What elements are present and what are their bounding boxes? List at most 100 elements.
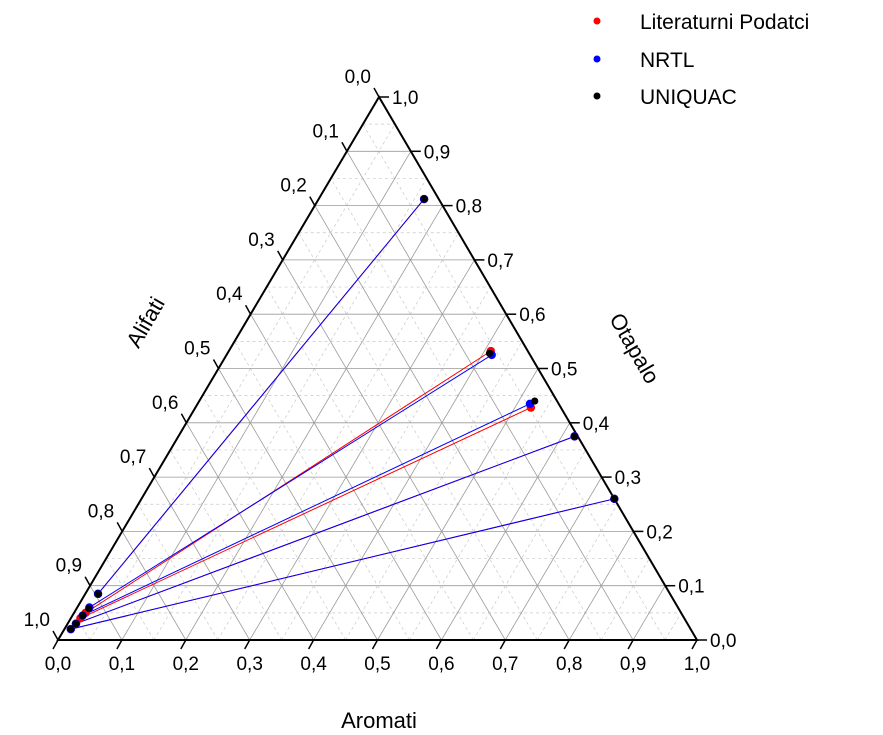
grid-line-minor xyxy=(202,395,346,641)
grid-line-minor xyxy=(153,178,428,641)
right-tick-label: 0,1 xyxy=(678,577,704,598)
left-tick-label: 0,8 xyxy=(88,501,114,522)
left-axis-tick xyxy=(52,630,59,641)
right-tick-label: 0,7 xyxy=(487,251,513,272)
tie-line-nrtl xyxy=(97,198,425,595)
left-axis-tick xyxy=(373,87,380,98)
legend-marker-red xyxy=(593,17,601,25)
grid-line-minor xyxy=(362,123,666,641)
bottom-tick-label: 0,3 xyxy=(236,654,262,675)
right-tick-label: 0,8 xyxy=(456,197,482,218)
bottom-axis-tick xyxy=(691,639,698,650)
tie-lines xyxy=(70,198,615,630)
bottom-axis-title: Aromati xyxy=(341,708,417,733)
grid-line-minor xyxy=(217,232,459,641)
left-tick-label: 0,7 xyxy=(120,447,146,468)
left-axis-tick xyxy=(244,304,252,315)
left-tick-label: 0,6 xyxy=(152,393,178,414)
legend-marker-black xyxy=(593,92,601,100)
grid-line-minor xyxy=(600,558,650,641)
bottom-tick-label: 0,8 xyxy=(556,654,582,675)
grid-line-minor xyxy=(409,395,555,641)
point-uniquac xyxy=(610,495,618,503)
grid-line-major xyxy=(186,422,314,641)
bottom-axis-tick xyxy=(244,639,251,650)
grid-line-major xyxy=(218,368,378,641)
point-uniquac xyxy=(485,349,494,357)
grid-line-major xyxy=(504,476,602,641)
axis-ticks: 0,0 0,0 0,0 0,1 0,1 0,1 0,2 0,2 0,2 0,3 0,3 0,3 0,4 0… xyxy=(24,67,737,675)
bottom-axis-tick xyxy=(307,639,315,650)
right-tick-label: 0,4 xyxy=(583,414,610,435)
left-axis-title: Alifati xyxy=(121,293,170,352)
bottom-tick-label: 0,9 xyxy=(620,654,646,675)
bottom-tick-label: 0,4 xyxy=(300,654,327,675)
legend-item-uniquac: UNIQUAC xyxy=(593,86,737,109)
point-uniquac xyxy=(72,620,80,628)
right-tick-label: 0,9 xyxy=(424,142,450,163)
left-tick-label: 1,0 xyxy=(24,610,50,631)
grid-line-minor xyxy=(473,449,587,641)
left-axis-tick xyxy=(341,141,348,152)
bottom-tick-label: 0,5 xyxy=(364,654,390,675)
tie-line-nrtl xyxy=(89,354,492,608)
left-tick-label: 0,9 xyxy=(56,556,82,577)
left-axis-tick xyxy=(180,413,188,424)
point-uniquac xyxy=(67,625,75,633)
grid-line-major xyxy=(568,531,634,641)
legend-item-nrtl: NRTL xyxy=(593,49,694,72)
legend-marker-blue xyxy=(593,55,601,63)
right-tick-label: 0,3 xyxy=(615,468,641,489)
grid-line-minor xyxy=(234,341,410,641)
left-axis-tick xyxy=(277,250,284,261)
grid-line-minor xyxy=(266,286,474,641)
point-uniquac xyxy=(420,195,428,203)
tie-line-nrtl xyxy=(70,498,615,630)
bottom-tick-label: 0,0 xyxy=(45,654,71,675)
grid-line-minor xyxy=(298,232,538,641)
bottom-axis-tick xyxy=(627,639,634,650)
bottom-tick-label: 0,6 xyxy=(428,654,454,675)
grid-line-minor xyxy=(330,178,602,641)
left-tick-label: 0,1 xyxy=(312,121,338,142)
bottom-axis-tick xyxy=(371,639,379,650)
left-axis-tick xyxy=(148,467,155,478)
left-axis-tick xyxy=(212,359,220,369)
bottom-axis-tick xyxy=(116,639,123,650)
point-uniquac xyxy=(85,604,93,613)
right-tick-label: 0,5 xyxy=(551,360,577,381)
legend-label: NRTL xyxy=(640,49,694,72)
right-tick-label: 0,0 xyxy=(710,631,736,652)
grid-line-major xyxy=(121,531,187,641)
grid-line-minor xyxy=(536,504,618,641)
bottom-axis-tick xyxy=(563,639,570,650)
left-tick-label: 0,5 xyxy=(184,339,210,360)
legend-item-literaturni-podatci: Literaturni Podatci xyxy=(593,11,809,34)
legend-label: Literaturni Podatci xyxy=(640,11,809,34)
grid-line-minor xyxy=(89,123,396,641)
grid-line-minor xyxy=(170,449,282,641)
legend: Literaturni Podatci NRTL UNIQUAC xyxy=(593,11,809,109)
right-tick-label: 0,6 xyxy=(519,305,545,326)
bottom-axis-tick xyxy=(435,639,443,650)
left-tick-label: 0,4 xyxy=(216,284,243,305)
bottom-tick-label: 0,7 xyxy=(492,654,518,675)
grid-line-major xyxy=(632,585,666,641)
left-tick-label: 0,0 xyxy=(345,67,371,88)
point-uniquac xyxy=(94,590,102,598)
left-axis-tick xyxy=(309,196,316,206)
grid-line-minor xyxy=(664,612,682,641)
right-tick-label: 0,2 xyxy=(646,522,672,543)
tie-line-literaturni-podatci xyxy=(80,407,532,619)
grid-line-major xyxy=(249,259,475,641)
grid-line-major xyxy=(441,422,571,641)
data-points xyxy=(66,194,619,634)
point-uniquac xyxy=(570,432,579,440)
bottom-tick-label: 1,0 xyxy=(684,654,710,675)
right-tick-label: 1,0 xyxy=(392,88,418,109)
bottom-axis-tick xyxy=(52,639,59,650)
bottom-axis-tick xyxy=(499,639,506,650)
left-tick-label: 0,2 xyxy=(280,176,306,197)
tie-line-nrtl xyxy=(82,403,531,617)
